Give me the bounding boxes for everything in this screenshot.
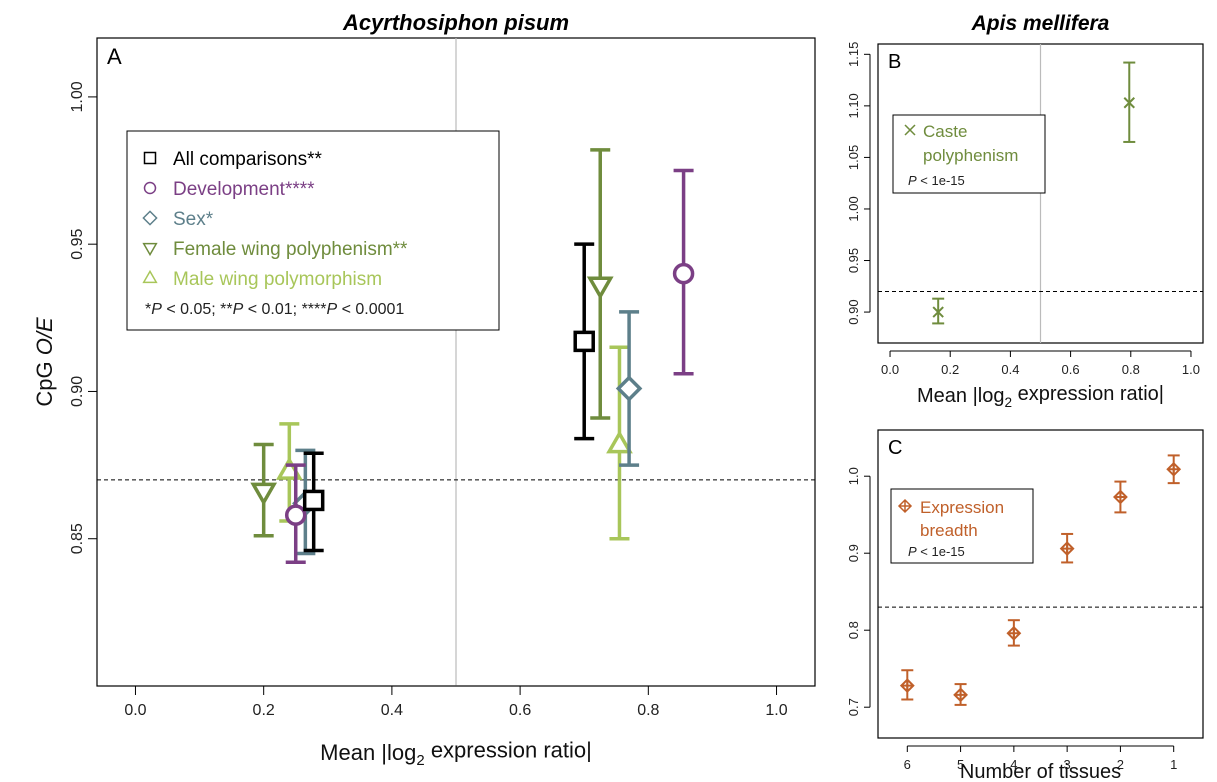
x-axis-label: Number of tissues xyxy=(960,761,1121,782)
x-axis-label: Mean |log2 expression ratio| xyxy=(917,383,1164,410)
y-tick-label: 0.95 xyxy=(846,248,861,273)
y-tick-label: 1.00 xyxy=(69,81,86,112)
x-tick-label: 0.2 xyxy=(253,702,275,719)
x-tick-label: 0.4 xyxy=(1001,362,1019,377)
y-tick-label: 1.05 xyxy=(846,145,861,170)
legend-footnote: P < 1e-15 xyxy=(908,173,965,188)
legend: All comparisons** Development**** Sex* Fema… xyxy=(127,131,499,330)
y-tick-label: 1.15 xyxy=(846,42,861,67)
x-tick-label: 0.8 xyxy=(1122,362,1140,377)
legend-marker xyxy=(145,183,156,194)
x-tick-label: 0.6 xyxy=(509,702,531,719)
chart-title: Acyrthosiphon pisum xyxy=(342,10,569,35)
data-point xyxy=(1114,491,1126,503)
data-point xyxy=(955,689,967,701)
y-tick-label: 1.10 xyxy=(846,93,861,118)
data-point xyxy=(305,491,323,509)
data-point xyxy=(253,484,274,502)
legend-footnote: P < 1e-15 xyxy=(908,544,965,559)
x-tick-label: 1.0 xyxy=(1182,362,1200,377)
panel-C: 6 5 4 3 2 1 Number of tissues 0.7 0.8 0.9 1.0 C Expr… xyxy=(846,430,1203,782)
y-tick-label: 0.95 xyxy=(69,229,86,260)
legend-footnote: *P < 0.05; **P < 0.01; ****P < 0.0001 xyxy=(145,301,404,318)
panel-A: 0.0 0.2 0.4 0.6 0.8 1.0 Mean |log2 expression … xyxy=(32,10,815,769)
x-axis: 0.0 0.2 0.4 0.6 0.8 1.0 Mean |log2 expression … xyxy=(124,686,787,769)
legend-marker xyxy=(145,153,156,164)
x-tick-label: 0.4 xyxy=(381,702,403,719)
data-point xyxy=(901,680,913,692)
data-point xyxy=(1168,463,1180,475)
panel-label: A xyxy=(107,44,122,69)
y-tick-label: 0.85 xyxy=(69,523,86,554)
y-tick-label: 0.90 xyxy=(69,376,86,407)
x-tick-label: 1 xyxy=(1170,757,1177,772)
x-tick-label: 0.0 xyxy=(124,702,146,719)
y-axis: 0.7 0.8 0.9 1.0 xyxy=(846,467,870,716)
x-tick-label: 0.0 xyxy=(881,362,899,377)
legend-label: Male wing polymorphism xyxy=(173,269,382,290)
legend-label: All comparisons** xyxy=(173,149,322,170)
y-axis-label: CpG O/E xyxy=(32,317,57,407)
data-point xyxy=(1008,627,1020,639)
plot-frame xyxy=(878,430,1203,738)
legend-label: Development**** xyxy=(173,179,315,200)
legend-label: Female wing polyphenism** xyxy=(173,239,408,260)
x-axis: 0.0 0.2 0.4 0.6 0.8 1.0 Mean |log2 expression … xyxy=(881,351,1200,410)
y-axis: 0.90 0.95 1.00 1.05 1.10 1.15 xyxy=(846,42,870,325)
panel-B: 0.0 0.2 0.4 0.6 0.8 1.0 Mean |log2 expression … xyxy=(846,12,1203,410)
x-tick-label: 0.8 xyxy=(637,702,659,719)
legend-entry: Male wing polymorphism xyxy=(144,269,382,290)
x-tick-label: 1.0 xyxy=(765,702,787,719)
series-male-wing-polymorphism xyxy=(279,347,630,538)
legend-label: Sex* xyxy=(173,209,214,230)
x-axis-label: Mean |log2 expression ratio| xyxy=(320,738,592,770)
legend: Expression breadth P < 1e-15 xyxy=(891,489,1033,563)
x-tick-label: 0.6 xyxy=(1062,362,1080,377)
data-point xyxy=(1061,543,1073,555)
y-tick-label: 1.0 xyxy=(846,467,861,485)
y-tick-label: 0.9 xyxy=(846,544,861,562)
panel-label: C xyxy=(888,437,902,459)
data-point xyxy=(287,506,305,524)
y-tick-label: 0.90 xyxy=(846,299,861,324)
x-tick-label: 6 xyxy=(904,757,911,772)
panel-label: B xyxy=(888,51,901,73)
y-axis: 0.85 0.90 0.95 1.00 CpG O/E xyxy=(32,81,97,554)
legend-entry: Female wing polyphenism** xyxy=(144,239,408,260)
data-point xyxy=(590,278,611,296)
data-point xyxy=(618,378,640,400)
data-point xyxy=(675,265,693,283)
data-point xyxy=(609,434,630,452)
y-tick-label: 0.8 xyxy=(846,621,861,639)
x-axis: 6 5 4 3 2 1 Number of tissues xyxy=(904,746,1178,782)
y-tick-label: 0.7 xyxy=(846,698,861,716)
chart-title: Apis mellifera xyxy=(971,12,1110,35)
data-point xyxy=(575,332,593,350)
legend: Caste polyphenism P < 1e-15 xyxy=(893,115,1045,193)
y-tick-label: 1.00 xyxy=(846,196,861,221)
x-tick-label: 0.2 xyxy=(941,362,959,377)
